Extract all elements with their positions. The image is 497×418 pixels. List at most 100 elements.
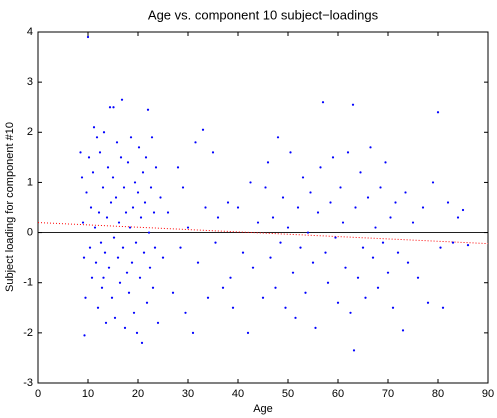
fit-line [37, 222, 489, 245]
point [351, 103, 355, 106]
point [329, 201, 332, 204]
y-tick-label: -2 [23, 327, 33, 339]
point [156, 321, 160, 324]
point [109, 201, 113, 204]
point [91, 171, 95, 174]
point [279, 241, 282, 244]
point [401, 329, 405, 332]
point [84, 296, 87, 299]
point [339, 186, 342, 189]
point [136, 191, 140, 194]
point [107, 266, 111, 269]
point [439, 246, 442, 249]
point [334, 236, 337, 239]
x-tick-label: 70 [382, 388, 394, 400]
point [94, 261, 98, 264]
y-tick-label: 1 [27, 176, 33, 188]
point [111, 176, 115, 179]
point [171, 291, 175, 294]
point [95, 136, 99, 139]
point [130, 261, 134, 264]
point [446, 201, 450, 204]
point [81, 221, 85, 224]
point [366, 196, 370, 199]
y-tick-label: -3 [23, 377, 33, 389]
point [194, 141, 197, 144]
point [176, 166, 180, 169]
point [306, 231, 310, 234]
point [276, 136, 280, 139]
point [331, 156, 335, 159]
point [456, 216, 460, 219]
point [166, 211, 170, 214]
point [376, 286, 380, 289]
point [361, 246, 365, 249]
y-tick-label: 4 [27, 26, 33, 38]
point [104, 321, 108, 324]
point [117, 221, 121, 224]
point [142, 251, 146, 254]
point [137, 146, 141, 149]
point [141, 171, 145, 174]
point [201, 128, 205, 131]
point [80, 176, 84, 179]
point [384, 161, 387, 164]
y-tick-label: 2 [27, 126, 33, 138]
point [159, 196, 162, 199]
point [356, 276, 360, 279]
point [344, 266, 347, 269]
point [83, 334, 86, 337]
point [85, 191, 88, 194]
x-tick-label: 90 [482, 388, 494, 400]
point [466, 244, 470, 247]
point [374, 226, 377, 229]
point [112, 236, 116, 239]
point [274, 286, 277, 289]
point [371, 256, 375, 259]
point [186, 226, 190, 229]
point [138, 276, 142, 279]
point [144, 156, 148, 159]
point [349, 311, 352, 314]
x-axis-label: Age [253, 403, 273, 415]
x-tick-label: 60 [332, 388, 344, 400]
point [406, 261, 410, 264]
point [131, 206, 135, 209]
point [386, 271, 390, 274]
point [89, 206, 93, 209]
point [211, 151, 215, 154]
point [236, 206, 240, 209]
y-tick-label: -1 [23, 277, 33, 289]
point [139, 216, 143, 219]
x-tick-label: 20 [132, 388, 144, 400]
point [251, 266, 255, 269]
point [151, 286, 155, 289]
chart-title: Age vs. component 10 subject−loadings [148, 7, 379, 22]
point [153, 246, 157, 249]
point [286, 226, 290, 229]
point [426, 301, 430, 304]
point [179, 246, 182, 249]
point [336, 301, 340, 304]
point [161, 256, 165, 259]
point [284, 306, 287, 309]
point [96, 306, 100, 309]
point [97, 211, 101, 214]
x-tick-label: 80 [432, 388, 444, 400]
point [291, 271, 295, 274]
point [294, 316, 297, 319]
point [381, 241, 385, 244]
point [100, 286, 104, 289]
point [206, 296, 210, 299]
x-tick-label: 10 [82, 388, 94, 400]
point [229, 276, 232, 279]
point [341, 221, 345, 224]
point [231, 306, 235, 309]
point [436, 111, 440, 114]
point [451, 241, 455, 244]
point [98, 151, 102, 154]
x-tick-label: 0 [35, 388, 41, 400]
point [389, 216, 392, 219]
point [135, 331, 139, 334]
point [364, 296, 367, 299]
